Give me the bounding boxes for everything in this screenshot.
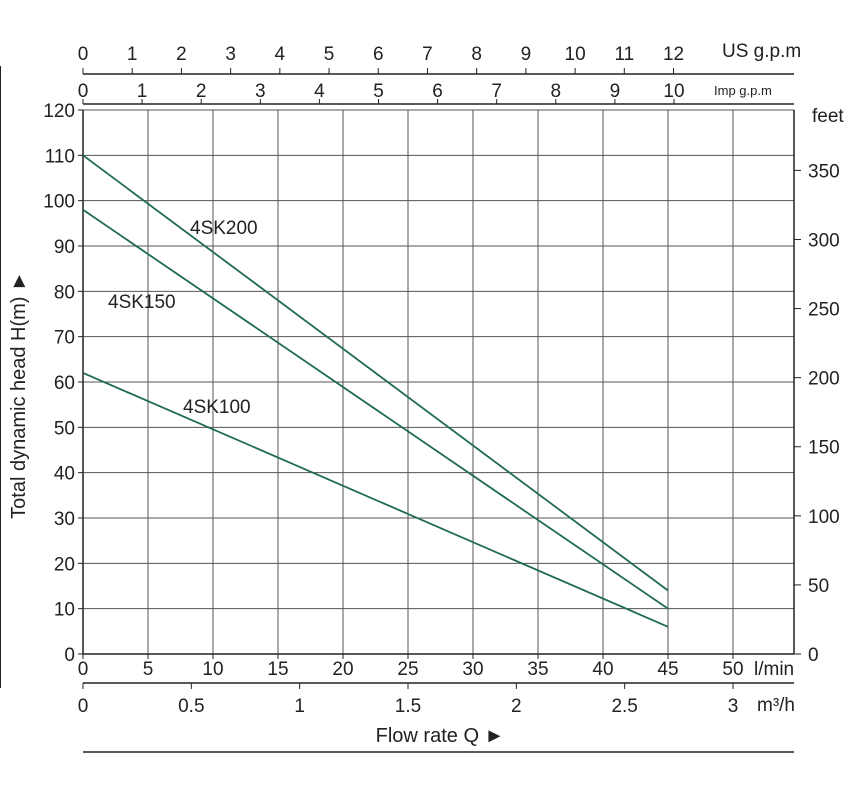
us-gpm-tick-label: 4	[275, 44, 286, 65]
us-gpm-tick-label: 12	[663, 44, 684, 65]
us-gpm-tick-label: 5	[324, 44, 335, 65]
y-tick-label: 70	[54, 328, 75, 349]
imp-gpm-tick-label: 0	[78, 81, 89, 102]
x-axis-title: Flow rate Q ►	[376, 725, 505, 747]
axes	[0, 66, 801, 753]
y-tick-label: 100	[43, 192, 75, 213]
us-gpm-tick-label: 1	[127, 44, 138, 65]
y-tick-label: 30	[54, 509, 75, 530]
us-gpm-unit-label: US g.p.m	[722, 41, 801, 62]
feet-tick-label: 300	[808, 230, 840, 251]
x-tick-label: 0	[78, 659, 89, 680]
y-tick-label: 90	[54, 237, 75, 258]
us-gpm-tick-label: 10	[565, 44, 586, 65]
y-tick-label: 0	[64, 645, 75, 666]
x-tick-label: 50	[722, 659, 743, 680]
m3h-tick-label: 0	[78, 696, 89, 717]
y-tick-label: 10	[54, 600, 75, 621]
x-tick-label: 40	[592, 659, 613, 680]
us-gpm-tick-label: 7	[422, 44, 433, 65]
m3h-tick-label: 2	[511, 696, 522, 717]
y-tick-label: 20	[54, 554, 75, 575]
m3h-tick-label: 2.5	[611, 696, 637, 717]
x-tick-label: 35	[527, 659, 548, 680]
series-line-4sk150	[82, 208, 669, 610]
us-gpm-tick-label: 2	[176, 44, 187, 65]
us-gpm-tick-label: 9	[521, 44, 532, 65]
imp-gpm-tick-label: 5	[373, 81, 384, 102]
feet-unit-label: feet	[812, 106, 844, 127]
feet-tick-label: 0	[808, 645, 819, 666]
series-label-4sk200: 4SK200	[190, 218, 258, 239]
series-lines	[82, 154, 669, 628]
y-tick-label: 50	[54, 418, 75, 439]
feet-tick-label: 150	[808, 438, 840, 459]
y-axis-title: Total dynamic head H(m) ►	[8, 271, 30, 519]
m3h-tick-label: 3	[728, 696, 739, 717]
imp-gpm-tick-label: 3	[255, 81, 266, 102]
grid	[83, 109, 794, 654]
m3h-tick-label: 1	[294, 696, 305, 717]
x-tick-label: 10	[202, 659, 223, 680]
series-label-4sk150: 4SK150	[108, 292, 176, 313]
m3h-tick-label: 1.5	[395, 696, 421, 717]
x-unit-label: l/min	[754, 659, 794, 680]
feet-tick-label: 250	[808, 300, 840, 321]
x-tick-label: 25	[397, 659, 418, 680]
imp-gpm-tick-label: 2	[196, 81, 207, 102]
x-tick-label: 20	[332, 659, 353, 680]
series-line-4sk100	[82, 372, 669, 628]
us-gpm-tick-label: 3	[225, 44, 236, 65]
y-tick-label: 80	[54, 282, 75, 303]
imp-gpm-unit-label: Imp g.p.m	[714, 83, 772, 98]
series-label-4sk100: 4SK100	[183, 397, 251, 418]
m3h-unit-label: m³/h	[757, 695, 795, 716]
imp-gpm-tick-label: 10	[663, 81, 684, 102]
m3h-tick-label: 0.5	[178, 696, 204, 717]
x-tick-label: 30	[462, 659, 483, 680]
imp-gpm-tick-label: 7	[491, 81, 502, 102]
x-tick-label: 45	[657, 659, 678, 680]
feet-tick-label: 100	[808, 507, 840, 528]
y-tick-label: 120	[43, 101, 75, 122]
imp-gpm-tick-label: 4	[314, 81, 325, 102]
us-gpm-tick-label: 11	[614, 44, 634, 65]
imp-gpm-tick-label: 6	[432, 81, 443, 102]
imp-gpm-tick-label: 1	[137, 81, 148, 102]
y-tick-label: 110	[45, 146, 75, 167]
x-tick-label: 15	[267, 659, 288, 680]
us-gpm-tick-label: 8	[471, 44, 482, 65]
x-tick-label: 5	[143, 659, 154, 680]
feet-tick-label: 350	[808, 161, 840, 182]
us-gpm-tick-label: 0	[78, 44, 89, 65]
y-tick-label: 60	[54, 373, 75, 394]
series-line-4sk200	[82, 154, 669, 592]
imp-gpm-tick-label: 8	[551, 81, 562, 102]
feet-tick-label: 50	[808, 576, 829, 597]
imp-gpm-tick-label: 9	[610, 81, 621, 102]
us-gpm-tick-label: 6	[373, 44, 384, 65]
feet-tick-label: 200	[808, 369, 840, 390]
y-tick-label: 40	[54, 464, 75, 485]
